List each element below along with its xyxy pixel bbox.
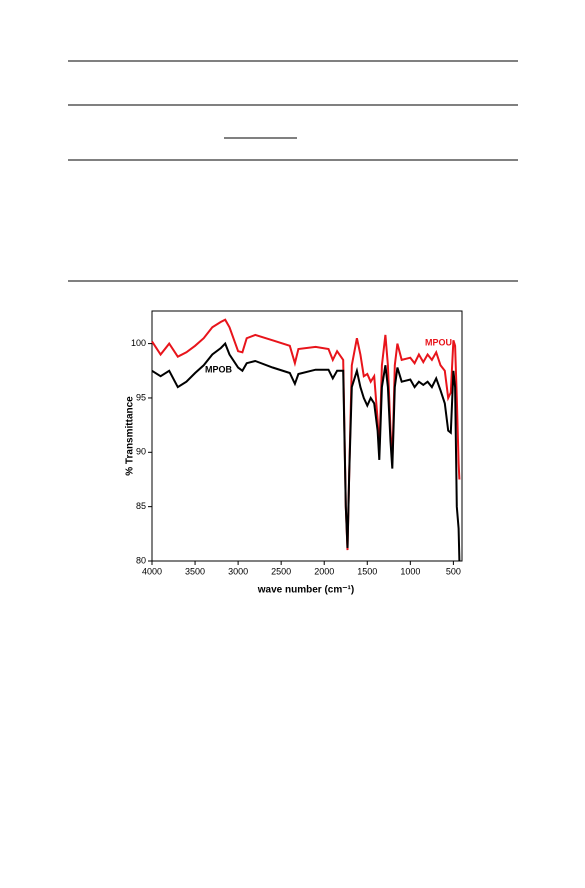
x-tick-label: 1500: [357, 566, 377, 576]
y-tick-label: 85: [136, 501, 146, 511]
y-tick-label: 90: [136, 447, 146, 457]
chart: wave number (cm⁻¹) % Transmittance 80 85 9…: [125, 310, 463, 596]
y-tick-label: 80: [136, 555, 146, 565]
y-tick-label: 100: [131, 338, 146, 348]
x-tick-label: 3500: [185, 566, 205, 576]
x-tick-label: 3000: [228, 566, 248, 576]
x-tick-label: 1000: [400, 566, 420, 576]
series-label: MPOU: [425, 337, 452, 347]
y-tick-label: 95: [136, 392, 146, 402]
y-axis-label: % Transmittance: [125, 396, 136, 476]
x-tick-label: 4000: [142, 566, 162, 576]
plot-frame: [151, 310, 463, 562]
x-tick-label: 2500: [271, 566, 291, 576]
x-tick-label: 2000: [314, 566, 334, 576]
series-label: MPOB: [205, 364, 233, 374]
spectrum-line: [151, 341, 461, 562]
spectrum-line: [151, 318, 461, 551]
x-tick-label: 500: [446, 566, 461, 576]
x-axis-label: wave number (cm⁻¹): [257, 585, 354, 596]
